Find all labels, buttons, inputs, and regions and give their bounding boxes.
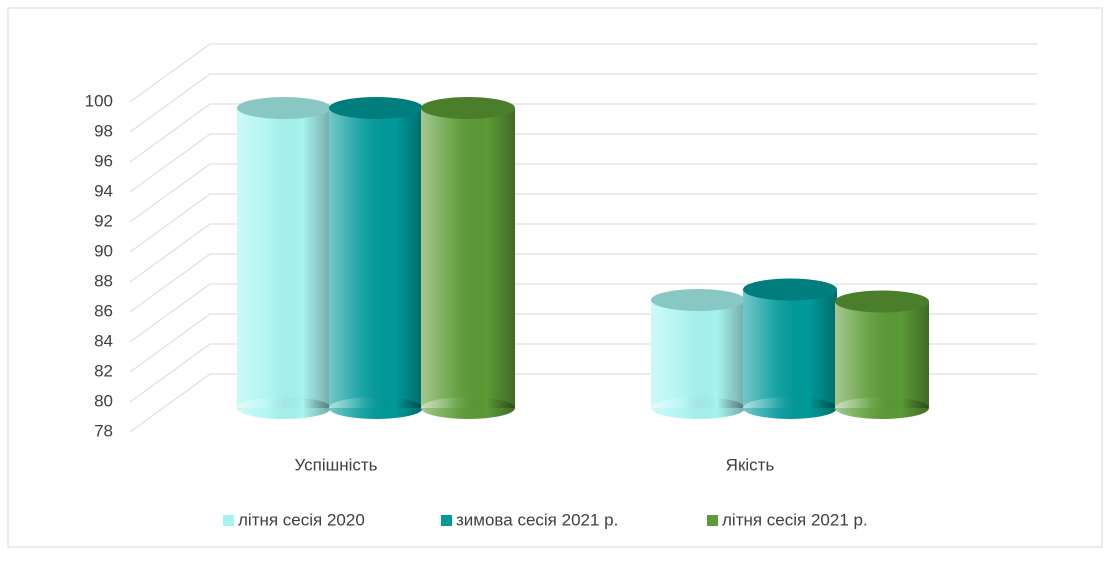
bar-top-shade — [237, 97, 331, 119]
legend-swatch — [441, 515, 452, 526]
legend-swatch — [707, 515, 718, 526]
grid-line — [129, 313, 211, 373]
y-tick-label: 84 — [94, 331, 113, 350]
grid-line — [129, 373, 211, 433]
grid-line — [129, 283, 211, 343]
bar-shade — [835, 301, 929, 408]
legend-label: літня сесія 2021 р. — [722, 510, 868, 529]
bar-top-shade — [329, 97, 423, 119]
bar-top — [743, 278, 837, 301]
grid-line — [129, 73, 211, 133]
bar-shade — [651, 300, 745, 408]
y-tick-label: 92 — [94, 211, 113, 230]
y-tick-label: 100 — [85, 91, 113, 110]
grid-line — [129, 343, 211, 403]
grid-line — [129, 193, 211, 253]
y-tick-label: 90 — [94, 241, 113, 260]
bar-top-shade — [743, 278, 837, 301]
y-tick-label: 80 — [94, 391, 113, 410]
bar-shade — [421, 108, 515, 408]
y-tick-label: 86 — [94, 301, 113, 320]
legend-label: літня сесія 2020 — [238, 510, 365, 529]
bar-top-shade — [651, 289, 745, 311]
bar-top-shade — [835, 290, 929, 313]
legend-label: зимова сесія 2021 р. — [456, 510, 618, 529]
y-tick-label: 82 — [94, 361, 113, 380]
y-tick-label: 94 — [94, 181, 113, 200]
bar-shade — [329, 108, 423, 408]
y-tick-label: 88 — [94, 271, 113, 290]
bar-top — [329, 97, 423, 119]
grid-line — [129, 133, 211, 193]
grid-line — [129, 223, 211, 283]
bar-top-shade — [421, 97, 515, 119]
legend-swatch — [223, 515, 234, 526]
bar-shade — [237, 108, 331, 408]
bar-top — [835, 290, 929, 313]
bar-top — [651, 289, 745, 311]
bar-top — [421, 97, 515, 119]
bar-shade — [743, 289, 837, 408]
y-tick-label: 98 — [94, 121, 113, 140]
y-tick-label: 78 — [94, 421, 113, 440]
y-tick-label: 96 — [94, 151, 113, 170]
chart-border — [7, 7, 1103, 548]
grid-line — [129, 163, 211, 223]
x-tick-label: Якість — [726, 455, 775, 474]
grid-line — [129, 103, 211, 163]
grid-line — [129, 253, 211, 313]
bar-top — [237, 97, 331, 119]
x-tick-label: Успішність — [294, 455, 377, 474]
grid-line — [129, 43, 211, 103]
